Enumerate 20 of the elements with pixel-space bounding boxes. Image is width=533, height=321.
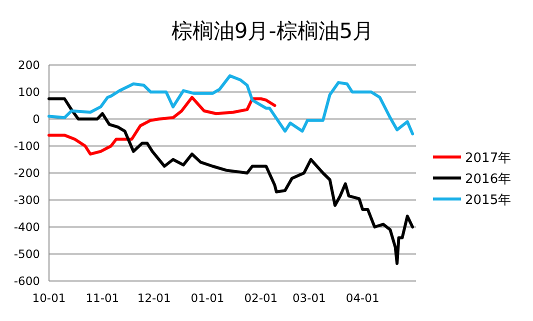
y-tick-label: 100 [18, 85, 40, 99]
y-tick-label: -100 [14, 139, 40, 153]
y-tick-label: -500 [14, 247, 40, 261]
x-tick-label: 01-01 [190, 291, 224, 305]
legend-label: 2016年 [465, 172, 512, 187]
y-tick-label: 0 [32, 112, 40, 126]
x-tick-label: 02-01 [244, 291, 278, 305]
x-tick-label: 03-01 [292, 291, 326, 305]
chart-title: 棕榈油9月-棕榈油5月 [171, 19, 374, 43]
legend-label: 2017年 [465, 151, 512, 166]
y-tick-label: -300 [14, 193, 40, 207]
y-tick-label: -400 [14, 220, 40, 234]
x-tick-label: 11-01 [86, 291, 120, 305]
y-tick-label: 200 [18, 58, 40, 72]
y-tick-label: -200 [14, 166, 40, 180]
x-tick-label: 12-01 [137, 291, 171, 305]
x-tick-label: 10-01 [32, 291, 66, 305]
y-tick-label: -600 [14, 274, 40, 288]
x-tick-label: 04-01 [346, 291, 380, 305]
legend-label: 2015年 [465, 193, 512, 208]
